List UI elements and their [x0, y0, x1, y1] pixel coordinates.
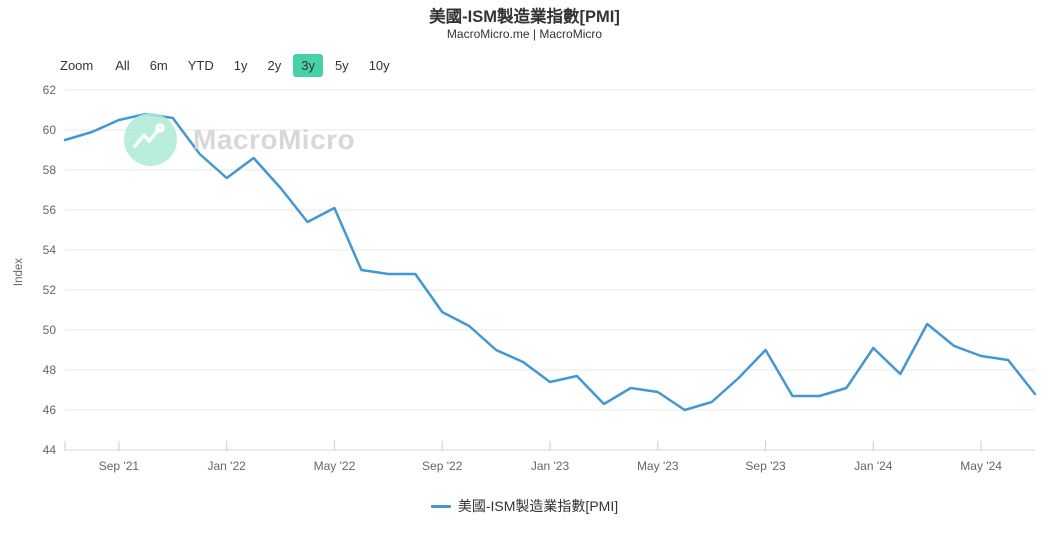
- y-axis-tick-label: 46: [43, 403, 57, 417]
- x-axis-tick-label: Sep '22: [422, 459, 463, 473]
- zoom-option-2y[interactable]: 2y: [267, 58, 282, 73]
- legend-label: 美國-ISM製造業指數[PMI]: [457, 498, 619, 514]
- zoom-option-all[interactable]: All: [115, 58, 130, 73]
- y-axis-tick-label: 60: [43, 123, 57, 137]
- x-axis-tick-label: May '22: [314, 459, 356, 473]
- chart-subtitle: MacroMicro.me | MacroMicro: [446, 27, 603, 41]
- y-axis-tick-label: 44: [43, 443, 57, 457]
- y-axis-tick-label: 50: [43, 323, 57, 337]
- x-axis-tick-label: May '24: [960, 459, 1002, 473]
- y-axis-tick-label: 54: [43, 243, 57, 257]
- range-selector-toolbar: Zoom All 6m YTD 1y 2y 3y 5y 10y: [60, 54, 400, 77]
- zoom-option-5y[interactable]: 5y: [334, 58, 349, 73]
- zoom-label: Zoom: [60, 58, 94, 73]
- zoom-option-1y[interactable]: 1y: [233, 58, 248, 73]
- x-axis-tick-label: May '23: [637, 459, 679, 473]
- zoom-option-ytd[interactable]: YTD: [187, 58, 214, 73]
- y-axis-tick-label: 48: [43, 363, 57, 377]
- legend[interactable]: 美國-ISM製造業指數[PMI]: [0, 496, 1049, 516]
- x-axis-tick-label: Jan '22: [208, 459, 247, 473]
- x-axis-tick-label: Sep '21: [99, 459, 140, 473]
- chart-title: 美國-ISM製造業指數[PMI]: [429, 8, 620, 26]
- y-axis-tick-label: 52: [43, 283, 57, 297]
- y-axis-tick-label: 56: [43, 203, 57, 217]
- y-axis-title: Index: [13, 258, 25, 286]
- x-axis-tick-label: Sep '23: [745, 459, 786, 473]
- legend-line-swatch: [430, 504, 451, 508]
- x-axis-tick-label: Jan '23: [531, 459, 570, 473]
- x-axis-tick-label: Jan '24: [854, 459, 893, 473]
- y-axis-tick-label: 62: [43, 83, 57, 97]
- zoom-option-3y[interactable]: 3y: [293, 54, 323, 77]
- zoom-option-10y[interactable]: 10y: [368, 58, 390, 73]
- pmi-series-line: [63, 112, 1037, 412]
- zoom-option-6m[interactable]: 6m: [149, 58, 168, 73]
- y-axis-tick-label: 58: [43, 163, 57, 177]
